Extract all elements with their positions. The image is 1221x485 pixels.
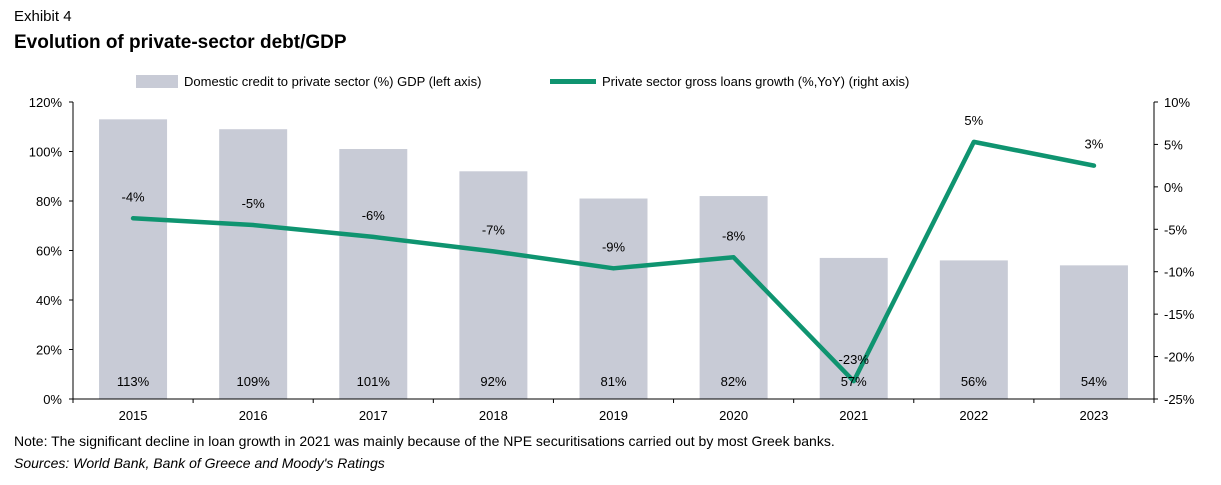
legend-label-bars: Domestic credit to private sector (%) GD… (184, 74, 482, 89)
footnote: Note: The significant decline in loan gr… (14, 433, 835, 449)
line-point-2020 (732, 255, 736, 259)
right-tick-label: -25% (1164, 392, 1195, 407)
labels-layer: 113% 109% 101% 92% 81% 82% 57% 56% 54% -4% -5% -6% -… (117, 113, 1107, 389)
right-tick-label: -20% (1164, 350, 1195, 365)
line-value-label: -5% (242, 196, 266, 211)
x-tick-label: 2017 (359, 408, 388, 423)
legend-swatch-line (550, 79, 596, 84)
bar-value-label: 54% (1081, 374, 1107, 389)
bar-2021 (819, 257, 888, 399)
chart-title: Evolution of private-sector debt/GDP (14, 32, 347, 53)
line-point-2022 (972, 140, 976, 144)
axes-layer: 0% 20% 40% 60% 80% 100% 120% -25% -20% -15% -10% -5… (29, 95, 1195, 423)
line-point-2017 (371, 235, 375, 239)
line-point-2015 (131, 216, 135, 220)
sources-note: Sources: World Bank, Bank of Greece and … (14, 455, 385, 471)
line-value-label: -23% (839, 352, 870, 367)
x-tick-label: 2021 (839, 408, 868, 423)
bar-value-label: 81% (600, 374, 626, 389)
line-point-2023 (1092, 164, 1096, 168)
bar-2023 (1059, 265, 1128, 399)
line-value-label: -6% (362, 208, 386, 223)
x-tick-label: 2015 (119, 408, 148, 423)
line-value-label: -7% (482, 222, 506, 237)
legend-item-bars: Domestic credit to private sector (%) GD… (136, 74, 481, 89)
x-tick-label: 2016 (239, 408, 268, 423)
line-layer (130, 139, 1097, 384)
line-point-2021 (852, 379, 856, 383)
line-value-label: -8% (722, 228, 746, 243)
bar-2015 (99, 119, 168, 399)
bar-2017 (339, 149, 408, 399)
bar-2022 (939, 260, 1008, 399)
bar-value-label: 57% (841, 374, 867, 389)
bar-2016 (219, 129, 288, 399)
line-point-2016 (251, 223, 255, 227)
right-tick-label: 0% (1164, 180, 1183, 195)
right-tick-label: -15% (1164, 307, 1195, 322)
bars-layer (99, 119, 1128, 399)
left-tick-label: 100% (29, 145, 63, 160)
right-tick-label: -10% (1164, 265, 1195, 280)
right-tick-label: 5% (1164, 137, 1183, 152)
bar-value-label: 56% (961, 374, 987, 389)
left-tick-label: 80% (36, 194, 62, 209)
bar-value-label: 101% (357, 374, 391, 389)
bar-value-label: 109% (237, 374, 271, 389)
legend-swatch-bar (136, 75, 178, 88)
right-tick-label: 10% (1164, 95, 1190, 110)
line-value-label: -4% (121, 189, 145, 204)
legend-label-line: Private sector gross loans growth (%,YoY… (602, 74, 910, 89)
x-tick-label: 2023 (1079, 408, 1108, 423)
x-tick-label: 2020 (719, 408, 748, 423)
line-value-label: 3% (1085, 137, 1104, 152)
left-tick-label: 40% (36, 293, 62, 308)
right-tick-label: -5% (1164, 222, 1188, 237)
left-tick-label: 20% (36, 343, 62, 358)
bar-2020 (699, 196, 768, 399)
exhibit-label: Exhibit 4 (14, 8, 72, 25)
line-value-label: 5% (964, 113, 983, 128)
bar-value-label: 92% (480, 374, 506, 389)
bar-2019 (579, 198, 648, 399)
line-point-2018 (491, 249, 495, 253)
left-tick-label: 120% (29, 95, 63, 110)
line-point-2019 (612, 266, 615, 270)
bar-value-label: 82% (721, 374, 747, 389)
line-value-label: -9% (602, 239, 626, 254)
legend-item-line: Private sector gross loans growth (%,YoY… (550, 74, 909, 89)
bar-value-label: 113% (117, 374, 150, 389)
x-tick-label: 2022 (959, 408, 988, 423)
x-tick-label: 2019 (599, 408, 628, 423)
left-tick-label: 60% (36, 244, 62, 259)
bar-2018 (459, 171, 528, 399)
x-tick-label: 2018 (479, 408, 508, 423)
left-tick-label: 0% (43, 392, 62, 407)
